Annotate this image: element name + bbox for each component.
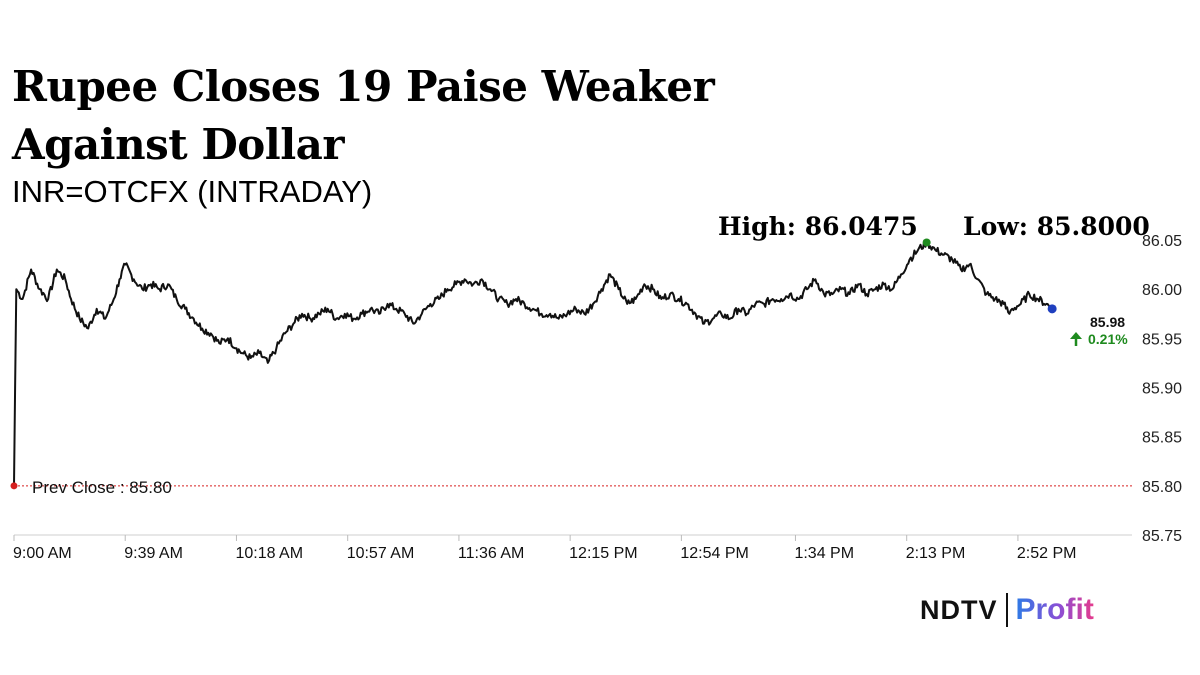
chart-title: Rupee Closes 19 Paise Weaker Against Dol… <box>12 62 715 169</box>
logo-divider <box>1005 593 1008 627</box>
price-line <box>13 239 1053 486</box>
x-tick-label: 9:39 AM <box>124 545 183 562</box>
y-tick-label: 85.90 <box>1142 381 1182 398</box>
ndtv-profit-logo: NDTV Profit <box>920 592 1094 628</box>
prev-close-label: Prev Close : 85.80 <box>32 478 172 497</box>
prev-close-marker <box>10 482 18 490</box>
x-tick-label: 2:13 PM <box>906 545 966 562</box>
high-stat: High: 86.0475 <box>718 212 918 241</box>
chart-markers: Prev Close : 85.80 85.980.21% <box>10 238 1128 497</box>
y-tick-label: 86.00 <box>1142 282 1182 299</box>
x-tick-label: 12:15 PM <box>569 545 637 562</box>
x-tick-label: 11:36 AM <box>458 545 524 562</box>
x-axis: 9:00 AM 9:39 AM 10:18 AM 10:57 AM 11:36 AM 12… <box>13 535 1077 562</box>
x-tick-label: 9:00 AM <box>13 545 72 562</box>
y-tick-label: 85.80 <box>1142 479 1182 496</box>
last-price-marker <box>1047 304 1057 314</box>
ndtv-wordmark: NDTV <box>920 594 998 625</box>
change-percent-label: 0.21% <box>1088 331 1128 347</box>
x-tick-label: 10:18 AM <box>235 545 303 562</box>
y-tick-label: 86.05 <box>1142 233 1182 250</box>
chart-subtitle: INR=OTCFX (INTRADAY) <box>12 174 373 209</box>
arrow-up-icon <box>1070 332 1082 339</box>
high-marker <box>922 238 931 247</box>
profit-wordmark: Profit <box>1015 593 1094 626</box>
x-tick-label: 10:57 AM <box>347 545 415 562</box>
y-tick-label: 85.95 <box>1142 331 1182 348</box>
y-axis: 86.05 86.00 85.95 85.90 85.85 85.80 85.75 <box>1142 233 1182 545</box>
y-tick-label: 85.75 <box>1142 528 1182 545</box>
x-tick-label: 12:54 PM <box>680 545 748 562</box>
x-tick-label: 2:52 PM <box>1017 545 1077 562</box>
y-tick-label: 85.85 <box>1142 430 1182 447</box>
x-tick-label: 1:34 PM <box>794 545 854 562</box>
low-stat: Low: 85.8000 <box>963 212 1150 241</box>
last-value-label: 85.98 <box>1090 314 1125 330</box>
